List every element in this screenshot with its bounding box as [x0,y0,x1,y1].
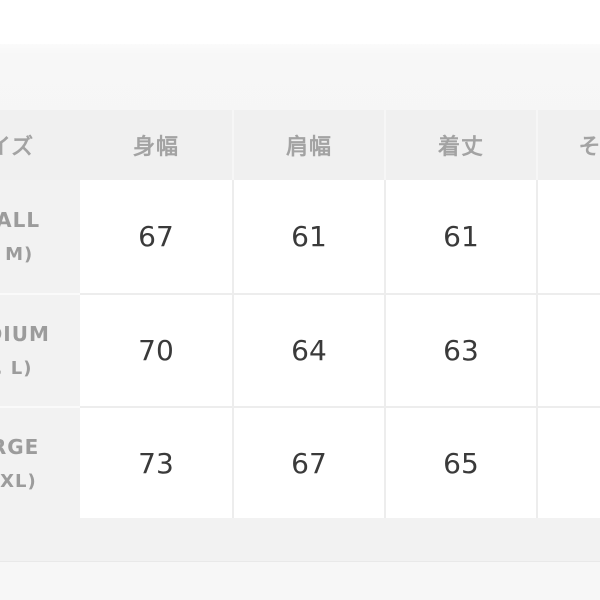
column-header-body-width: 身幅 [80,110,232,180]
section-below-divider [0,561,600,600]
cell-small-length: 61 [384,180,536,293]
size-code: (M, L) [0,358,33,379]
cell-small-sleeve-length [536,180,600,293]
cell-medium-shoulder-width: 64 [232,293,384,406]
column-header-size: サイズ [0,110,80,180]
column-header-length: 着丈 [384,110,536,180]
cell-medium-length: 63 [384,293,536,406]
size-name: SMALL [0,208,41,232]
size-code: (S, M) [0,244,34,265]
size-name: MEDIUM [0,322,50,346]
cell-large-shoulder-width: 67 [232,406,384,518]
column-header-shoulder-width: 肩幅 [232,110,384,180]
cell-large-body-width: 73 [80,406,232,518]
column-header-sleeve-length: そで丈 [536,110,600,180]
cell-medium-sleeve-length [536,293,600,406]
cell-small-body-width: 67 [80,180,232,293]
cell-large-sleeve-length [536,406,600,518]
cell-medium-body-width: 70 [80,293,232,406]
cell-small-shoulder-width: 61 [232,180,384,293]
row-label-large: LARGE (L, XL) [0,406,80,518]
size-name: LARGE [0,434,40,459]
row-label-small: SMALL (S, M) [0,180,80,293]
size-chart-table: サイズ 身幅 肩幅 着丈 そで丈 SMALL (S, M) 67 61 61 M… [0,110,600,518]
row-label-medium: MEDIUM (M, L) [0,293,80,406]
size-code: (L, XL) [0,470,37,492]
cell-large-length: 65 [384,406,536,518]
